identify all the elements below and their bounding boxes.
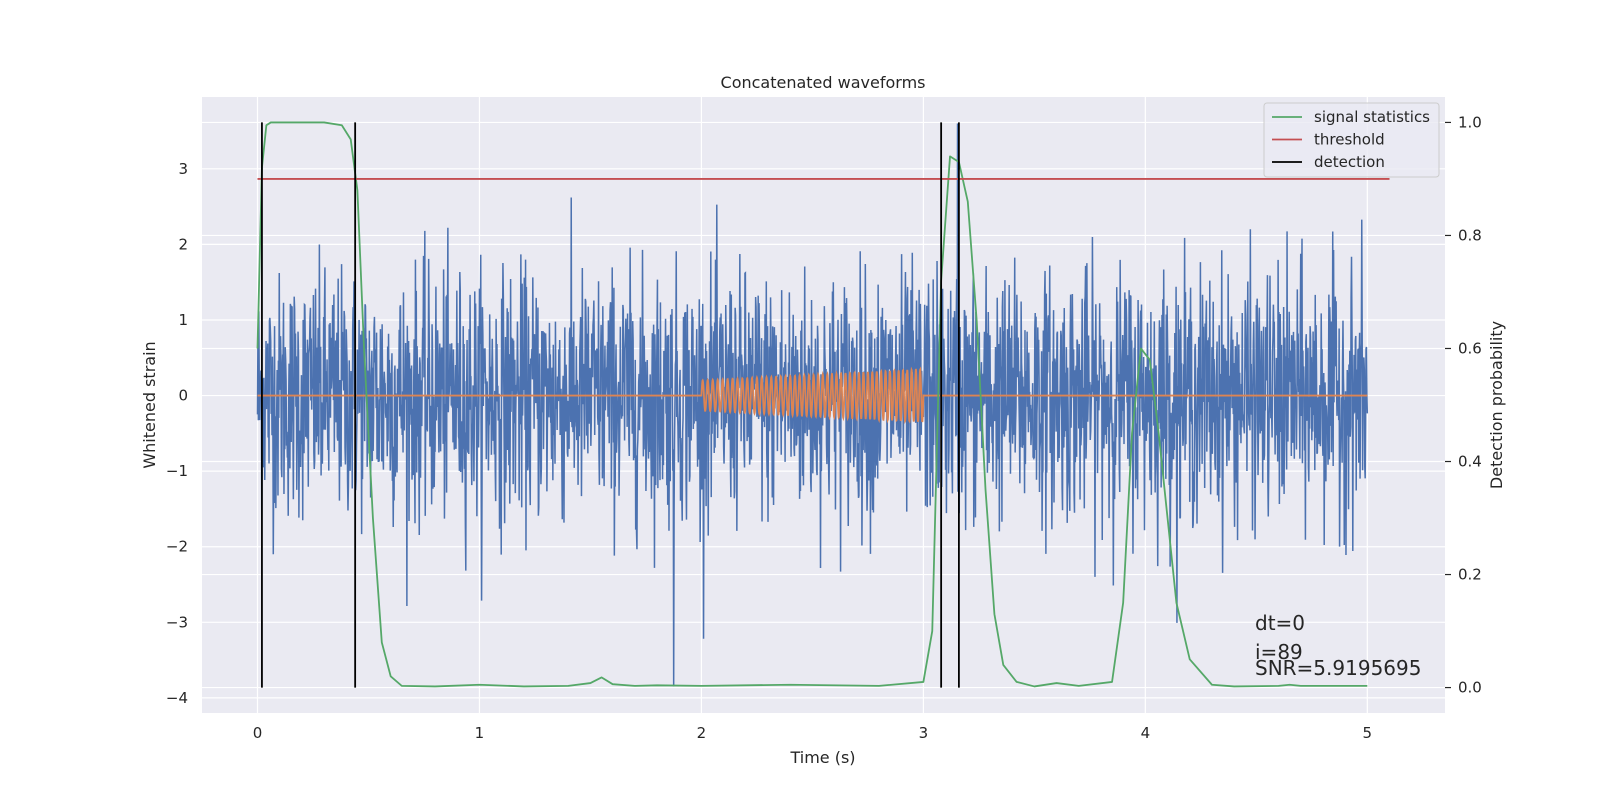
legend-box bbox=[1263, 102, 1440, 178]
waveform-line bbox=[257, 366, 1368, 424]
y-tick-label: −4 bbox=[166, 689, 188, 707]
legend-label: signal statistics bbox=[1314, 108, 1430, 126]
y-tick-label: −3 bbox=[166, 613, 188, 631]
x-tick-label: 0 bbox=[253, 724, 263, 742]
signal-statistics-line bbox=[256, 121, 1368, 688]
x-tick-label: 2 bbox=[697, 724, 707, 742]
legend-label: threshold bbox=[1314, 131, 1385, 149]
y-tick-label: 1 bbox=[178, 311, 188, 329]
plot-area bbox=[256, 121, 1390, 688]
x-tick-label: 3 bbox=[919, 724, 929, 742]
chart-title: Concatenated waveforms bbox=[721, 73, 926, 92]
y-right-tick-label: 0.0 bbox=[1458, 679, 1482, 697]
y-right-tick-label: 0.2 bbox=[1458, 566, 1482, 584]
y-axis-label: Whitened strain bbox=[140, 341, 159, 468]
annotation-i: i=89 bbox=[1255, 640, 1303, 664]
y-tick-label: −2 bbox=[166, 538, 188, 556]
x-tick-label: 4 bbox=[1141, 724, 1151, 742]
axes: 0 1 2 3 4 5 3 2 1 0 −1 −2 −3 −4 1.0 0.8 0.6 0.4 0.2 0.0 bbox=[166, 113, 1482, 742]
y-tick-label: 0 bbox=[178, 387, 188, 405]
annotation-dt: dt=0 bbox=[1255, 611, 1305, 635]
y-right-tick-label: 0.6 bbox=[1458, 339, 1482, 357]
y-tick-label: −1 bbox=[166, 462, 188, 480]
x-axis-label: Time (s) bbox=[789, 748, 855, 767]
legend: signal statistics threshold detection bbox=[1263, 102, 1440, 178]
y-right-axis-label: Detection probability bbox=[1487, 321, 1506, 489]
y-tick-label: 2 bbox=[178, 235, 188, 253]
y-right-tick-label: 1.0 bbox=[1458, 113, 1482, 131]
y-right-tick-label: 0.4 bbox=[1458, 453, 1482, 471]
annotation-snr: SNR=5.9195695 bbox=[1255, 656, 1421, 680]
x-tick-label: 5 bbox=[1363, 724, 1373, 742]
y-tick-label: 3 bbox=[178, 160, 188, 178]
y-right-tick-label: 0.8 bbox=[1458, 226, 1482, 244]
legend-label: detection bbox=[1314, 153, 1385, 171]
x-tick-label: 1 bbox=[475, 724, 485, 742]
